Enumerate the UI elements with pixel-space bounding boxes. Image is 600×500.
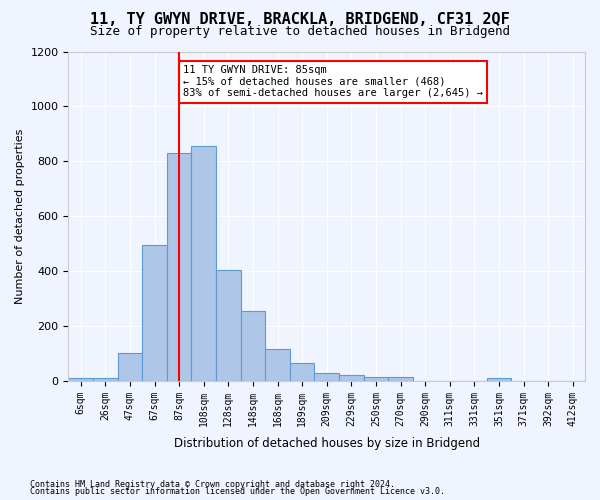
Bar [290, 363, 314, 381]
X-axis label: Distribution of detached houses by size in Bridgend: Distribution of detached houses by size … [173, 437, 480, 450]
Bar [216, 270, 241, 381]
Bar [364, 378, 388, 381]
Bar [118, 354, 142, 381]
Bar [314, 372, 339, 381]
Text: Contains HM Land Registry data © Crown copyright and database right 2024.: Contains HM Land Registry data © Crown c… [30, 480, 395, 489]
Y-axis label: Number of detached properties: Number of detached properties [15, 128, 25, 304]
Bar [265, 350, 290, 381]
Text: 11 TY GWYN DRIVE: 85sqm
← 15% of detached houses are smaller (468)
83% of semi-d: 11 TY GWYN DRIVE: 85sqm ← 15% of detache… [183, 65, 483, 98]
Bar [167, 153, 191, 381]
Text: 11, TY GWYN DRIVE, BRACKLA, BRIDGEND, CF31 2QF: 11, TY GWYN DRIVE, BRACKLA, BRIDGEND, CF… [90, 12, 510, 28]
Bar [487, 378, 511, 381]
Text: Size of property relative to detached houses in Bridgend: Size of property relative to detached ho… [90, 25, 510, 38]
Text: Contains public sector information licensed under the Open Government Licence v3: Contains public sector information licen… [30, 487, 445, 496]
Bar [68, 378, 93, 381]
Bar [142, 245, 167, 381]
Bar [191, 146, 216, 381]
Bar [339, 375, 364, 381]
Bar [388, 378, 413, 381]
Bar [93, 378, 118, 381]
Bar [241, 311, 265, 381]
